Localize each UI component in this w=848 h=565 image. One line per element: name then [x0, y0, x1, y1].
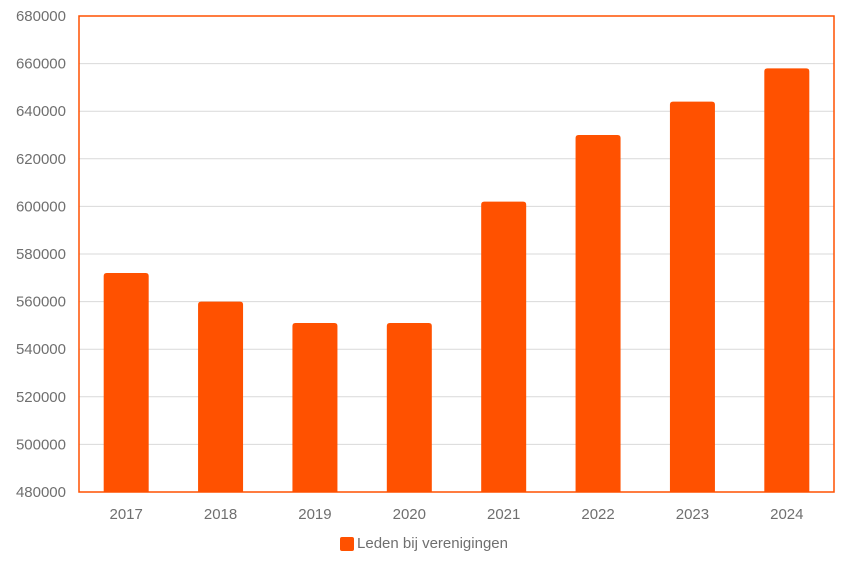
y-tick-label: 660000: [16, 56, 66, 73]
grid-lines: [79, 63, 834, 445]
x-tick-label: 2022: [581, 506, 614, 523]
legend-label: Leden bij verenigingen: [357, 535, 508, 552]
bar-2017: [103, 273, 149, 492]
x-axis: 2017 2018 2019 2020 2021 2022 2023 2024: [110, 506, 804, 523]
x-tick-label: 2024: [770, 506, 803, 523]
bar-2022: [575, 135, 621, 492]
bar-2019: [292, 323, 338, 492]
x-tick-label: 2018: [204, 506, 237, 523]
bar-2018: [198, 301, 244, 492]
y-tick-label: 620000: [16, 151, 66, 168]
y-tick-label: 680000: [16, 8, 66, 25]
y-tick-label: 540000: [16, 341, 66, 358]
y-tick-label: 500000: [16, 436, 66, 453]
plot-border: [78, 15, 835, 493]
bar-2020: [386, 323, 432, 492]
y-tick-label: 520000: [16, 389, 66, 406]
y-tick-label: 560000: [16, 294, 66, 311]
legend-item: Leden bij verenigingen: [340, 534, 508, 554]
y-tick-label: 640000: [16, 103, 66, 120]
bars: [103, 68, 810, 493]
x-tick-label: 2023: [676, 506, 709, 523]
bar-2021: [481, 201, 527, 492]
bar-2023: [669, 101, 715, 493]
y-tick-label: 600000: [16, 198, 66, 215]
x-tick-label: 2019: [298, 506, 331, 523]
y-axis: 480000 500000 520000 540000 560000 580000 6000…: [16, 8, 66, 501]
x-tick-label: 2020: [393, 506, 426, 523]
legend: Leden bij verenigingen: [0, 534, 848, 557]
bar-2024: [764, 68, 810, 493]
legend-swatch: [340, 537, 355, 551]
plot-frame: [78, 15, 835, 493]
y-tick-label: 480000: [16, 484, 66, 501]
y-tick-label: 580000: [16, 246, 66, 263]
x-tick-label: 2021: [487, 506, 520, 523]
x-tick-label: 2017: [110, 506, 143, 523]
